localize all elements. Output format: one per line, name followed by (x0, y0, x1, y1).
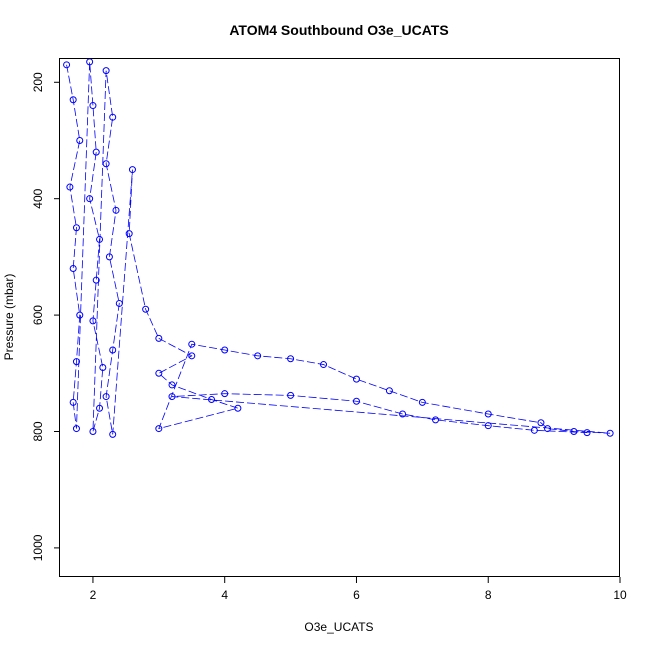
data-point (188, 340, 196, 348)
data-point (583, 429, 591, 437)
data-point (89, 427, 97, 435)
data-point (96, 404, 104, 412)
data-point (109, 430, 117, 438)
data-point (72, 358, 80, 366)
plot-frame (59, 58, 620, 577)
data-point (72, 224, 80, 232)
data-point (155, 369, 163, 377)
data-point (484, 422, 492, 430)
data-point (544, 425, 552, 433)
data-point (320, 361, 328, 369)
data-point (287, 391, 295, 399)
data-point (208, 395, 216, 403)
data-point (352, 397, 360, 405)
plot-area (63, 59, 614, 438)
data-point (76, 136, 84, 144)
chart-title: ATOM4 Southbound O3e_UCATS (229, 22, 448, 38)
x-axis: 2 4 6 8 10 (90, 577, 627, 602)
x-tick-label: 2 (90, 588, 97, 602)
data-point (89, 102, 97, 110)
data-point (128, 166, 136, 174)
data-point (109, 346, 117, 354)
data-point (125, 230, 133, 238)
data-point (606, 429, 614, 437)
data-point (115, 299, 123, 307)
x-tick-label: 10 (613, 588, 627, 602)
data-point (72, 425, 80, 433)
data-point (254, 352, 262, 360)
data-point (484, 410, 492, 418)
data-point (69, 96, 77, 104)
data-point (86, 59, 94, 66)
data-point (168, 393, 176, 401)
data-point (66, 183, 74, 191)
data-point (155, 425, 163, 433)
data-point (69, 398, 77, 406)
data-point (105, 253, 113, 261)
y-tick-label: 600 (31, 305, 45, 325)
data-point (89, 317, 97, 325)
data-point (432, 416, 440, 424)
data-point (99, 363, 107, 371)
data-point (102, 393, 110, 401)
data-point (112, 206, 120, 214)
data-point (96, 235, 104, 243)
data-point (69, 265, 77, 273)
data-point (142, 305, 150, 313)
data-point (418, 398, 426, 406)
data-point (63, 61, 71, 69)
y-tick-label: 1000 (31, 534, 45, 561)
x-axis-label: O3e_UCATS (304, 620, 373, 634)
data-point (234, 404, 242, 412)
data-point (287, 355, 295, 363)
x-tick-label: 8 (485, 588, 492, 602)
series-line (66, 61, 611, 435)
data-point (109, 113, 117, 121)
data-point (221, 346, 229, 354)
data-point (92, 276, 100, 284)
data-point (168, 381, 176, 389)
y-axis-label: Pressure (mbar) (2, 274, 16, 361)
data-point (399, 410, 407, 418)
data-point (352, 375, 360, 383)
x-tick-label: 4 (221, 588, 228, 602)
data-point (570, 427, 578, 435)
data-point (530, 426, 538, 434)
data-point (102, 67, 110, 75)
data-point (76, 311, 84, 319)
data-point (92, 148, 100, 156)
data-point (537, 419, 545, 427)
data-point (155, 334, 163, 342)
y-tick-label: 200 (31, 72, 45, 92)
data-point (188, 352, 196, 360)
x-tick-label: 6 (353, 588, 360, 602)
data-point (221, 390, 229, 398)
y-tick-label: 400 (31, 188, 45, 208)
data-point (385, 387, 393, 395)
y-tick-label: 800 (31, 421, 45, 441)
y-axis: 200 400 600 800 1000 (31, 72, 60, 561)
data-point (102, 160, 110, 168)
data-point (86, 195, 94, 203)
